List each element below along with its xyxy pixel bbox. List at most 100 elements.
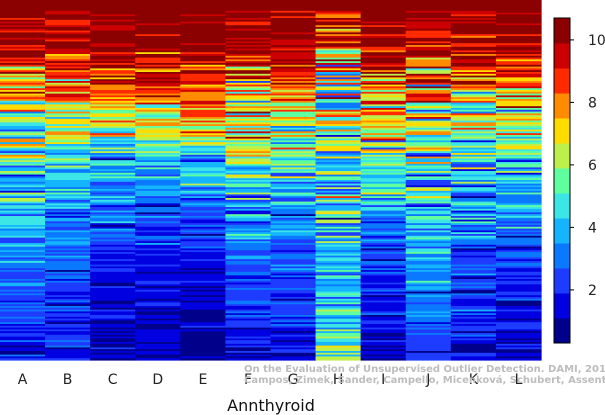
heatmap-cell: [405, 100, 452, 104]
heatmap-cell: [135, 23, 181, 26]
heatmap-cell: [270, 208, 317, 212]
heatmap-cell: [315, 18, 362, 21]
heatmap-cell: [0, 147, 46, 150]
heatmap-cell: [180, 266, 227, 269]
heatmap-cell: [225, 347, 272, 350]
heatmap-cell: [135, 230, 181, 233]
heatmap-cell: [45, 315, 91, 318]
heatmap-cell: [315, 97, 362, 100]
heatmap-cell: [225, 273, 272, 276]
heatmap-cell: [135, 271, 181, 275]
heatmap-cell: [405, 255, 452, 258]
heatmap-cell: [495, 347, 542, 350]
heatmap-cell: [0, 180, 46, 183]
heatmap-cell: [315, 68, 362, 71]
heatmap-cell: [360, 217, 407, 221]
heatmap-cell: [45, 334, 91, 338]
heatmap-cell: [90, 282, 136, 285]
heatmap-cell: [225, 183, 272, 186]
heatmap-cell: [270, 39, 317, 42]
heatmap-cell: [315, 217, 362, 221]
heatmap-cell: [0, 160, 46, 163]
heatmap-cell: [225, 295, 272, 298]
heatmap-cell: [360, 347, 407, 350]
heatmap-cell: [135, 165, 181, 168]
heatmap-cell: [360, 271, 407, 275]
heatmap-cell: [315, 126, 362, 129]
heatmap-cell: [315, 75, 362, 78]
heatmap-cell: [90, 140, 136, 143]
heatmap-cell: [90, 113, 136, 116]
heatmap-cell: [315, 244, 362, 248]
heatmap-cell: [225, 23, 272, 26]
heatmap-cell: [270, 210, 317, 213]
heatmap-cell: [315, 252, 362, 255]
heatmap-cell: [315, 63, 362, 66]
heatmap-cell: [315, 99, 362, 102]
heatmap-cell: [495, 9, 542, 12]
heatmap-cell: [135, 45, 181, 48]
heatmap-cell: [405, 212, 452, 215]
heatmap-cell: [135, 64, 181, 68]
heatmap-cell: [135, 120, 181, 123]
heatmap-cell: [0, 133, 46, 136]
colorbar-segment: [554, 168, 570, 194]
heatmap-cell: [135, 306, 181, 309]
heatmap-cell: [225, 345, 272, 348]
heatmap-cell: [315, 239, 362, 242]
heatmap-cell: [450, 304, 497, 307]
heatmap-cell: [450, 27, 497, 30]
heatmap-cell: [135, 250, 181, 253]
heatmap-cell: [90, 16, 136, 19]
heatmap-cell: [0, 313, 46, 316]
heatmap-cell: [135, 72, 181, 75]
heatmap-cell: [225, 354, 272, 357]
heatmap-cell: [0, 41, 46, 44]
heatmap-cell: [450, 30, 497, 33]
heatmap-cell: [315, 262, 362, 266]
heatmap-cell: [360, 5, 407, 8]
heatmap-cell: [495, 95, 542, 98]
heatmap-cell: [135, 291, 181, 294]
heatmap-cell: [450, 198, 497, 201]
heatmap-cell: [495, 100, 542, 104]
heatmap-cell: [270, 349, 317, 352]
heatmap-cell: [315, 52, 362, 55]
heatmap-cell: [45, 318, 91, 321]
heatmap-cell: [225, 286, 272, 289]
heatmap-cell: [450, 264, 497, 267]
heatmap-cell: [450, 73, 497, 77]
heatmap-cell: [225, 176, 272, 179]
heatmap-cell: [495, 279, 542, 282]
heatmap-cell: [90, 237, 136, 240]
heatmap-cell: [0, 154, 46, 158]
heatmap-cell: [405, 203, 452, 206]
heatmap-cell: [495, 41, 542, 44]
heatmap-cell: [225, 106, 272, 109]
heatmap-cell: [0, 336, 46, 339]
heatmap-cell: [135, 288, 181, 291]
heatmap-cell: [360, 225, 407, 228]
heatmap-cell: [90, 37, 136, 41]
heatmap-cell: [180, 178, 227, 181]
heatmap-cell: [315, 349, 362, 352]
heatmap-cell: [0, 1, 46, 5]
heatmap-cell: [45, 235, 91, 239]
heatmap-cell: [225, 334, 272, 338]
heatmap-cell: [450, 149, 497, 152]
heatmap-cell: [405, 329, 452, 332]
heatmap-cell: [315, 36, 362, 39]
heatmap-cell: [45, 163, 91, 167]
heatmap-cell: [360, 162, 407, 165]
heatmap-cell: [360, 207, 407, 210]
heatmap-cell: [225, 212, 272, 215]
heatmap-cell: [0, 151, 46, 154]
heatmap-cell: [45, 27, 91, 30]
heatmap-cell: [405, 91, 452, 95]
heatmap-cell: [225, 304, 272, 307]
heatmap-cell: [225, 228, 272, 231]
heatmap-cell: [180, 12, 227, 15]
heatmap-cell: [0, 3, 46, 6]
heatmap-cell: [45, 136, 91, 140]
heatmap-cell: [0, 75, 46, 78]
